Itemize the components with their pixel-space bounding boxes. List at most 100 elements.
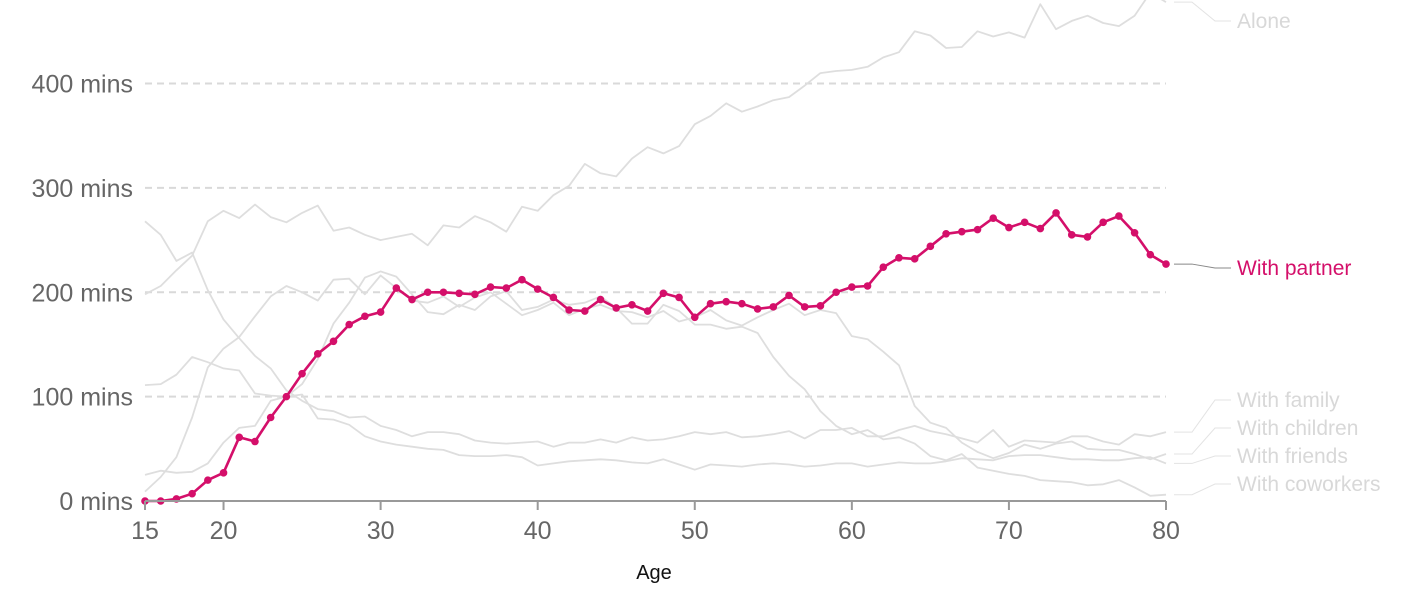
x-tick-label: 70: [995, 517, 1023, 545]
data-point-with-partner: [800, 303, 809, 311]
data-point-with-partner: [895, 254, 903, 262]
data-point-with-partner: [738, 299, 746, 308]
data-point-with-partner: [471, 290, 479, 299]
data-point-with-partner: [926, 242, 935, 251]
series-line-alone: [144, 0, 1167, 296]
series-line-with-family: [144, 220, 1167, 448]
series-line-with-friends: [144, 356, 1167, 471]
series-label-alone: Alone: [1237, 10, 1291, 33]
x-tick-label: 60: [838, 517, 866, 545]
x-tick-label: 15: [131, 517, 159, 545]
label-connector-with-coworkers: [1174, 483, 1231, 496]
data-point-with-partner: [298, 369, 306, 378]
background-series: [144, 0, 1167, 497]
data-point-with-partner: [1115, 212, 1123, 220]
series-label-with-children: With children: [1237, 417, 1358, 440]
y-tick-label: 100 mins: [32, 384, 133, 412]
series-label-with-partner: With partner: [1237, 257, 1351, 280]
series-label-with-family: With family: [1237, 389, 1340, 412]
data-point-with-partner: [753, 305, 762, 313]
data-point-with-partner: [816, 302, 825, 310]
data-point-with-partner: [1146, 250, 1155, 259]
series-line-with-partner: [145, 211, 1167, 503]
data-point-with-partner: [1005, 223, 1013, 232]
data-point-with-partner: [596, 295, 605, 304]
x-tick-label: 80: [1152, 517, 1180, 545]
x-tick-label: 30: [367, 517, 395, 545]
label-connector-with-family: [1174, 399, 1231, 433]
series-line-with-children: [144, 274, 1167, 493]
x-tick-label: 40: [524, 517, 552, 545]
data-point-with-partner: [266, 413, 275, 422]
x-axis-title: Age: [636, 562, 672, 584]
data-point-with-partner: [1036, 224, 1045, 233]
data-point-with-partner: [706, 299, 715, 308]
label-connector-with-friends: [1174, 455, 1231, 464]
data-point-with-partner: [188, 489, 196, 498]
data-point-with-partner: [235, 433, 244, 442]
data-point-with-partner: [392, 284, 401, 292]
highlighted-series: [141, 209, 1170, 505]
data-point-with-partner: [1020, 218, 1029, 227]
data-point-with-partner: [643, 307, 652, 315]
y-tick-label: 0 mins: [59, 488, 133, 516]
data-point-with-partner: [973, 225, 982, 234]
data-point-with-partner: [408, 295, 416, 304]
data-point-with-partner: [958, 227, 966, 236]
series-line-with-coworkers: [144, 270, 1167, 497]
data-point-with-partner: [879, 263, 888, 272]
data-point-with-partner: [722, 297, 730, 306]
series-labels: Alone With partner With family With childre…: [1174, 1, 1381, 496]
data-point-with-partner: [910, 255, 919, 263]
y-tick-label: 400 mins: [32, 71, 133, 99]
label-connector-with-children: [1174, 427, 1231, 455]
x-tick-label: 50: [681, 517, 709, 545]
y-tick-label: 300 mins: [32, 175, 133, 203]
data-point-with-partner: [581, 307, 589, 315]
x-axis: 15 20 30 40 50 60 70 80: [131, 500, 1180, 545]
data-point-with-partner: [1130, 228, 1139, 237]
data-point-with-partner: [1083, 233, 1092, 241]
data-point-with-partner: [329, 337, 338, 346]
data-point-with-partner: [832, 288, 840, 297]
data-point-with-partner: [1067, 231, 1076, 239]
data-point-with-partner: [612, 304, 621, 312]
data-point-with-partner: [439, 288, 448, 297]
series-label-with-friends: With friends: [1237, 445, 1348, 468]
data-point-with-partner: [313, 350, 322, 358]
data-point-with-partner: [502, 284, 511, 292]
data-point-with-partner: [361, 312, 369, 321]
data-point-with-partner: [376, 308, 385, 316]
data-point-with-partner: [690, 313, 699, 322]
data-point-with-partner: [251, 437, 259, 446]
data-point-with-partner: [533, 285, 542, 293]
data-point-with-partner: [989, 214, 998, 222]
data-point-with-partner: [565, 306, 573, 314]
data-point-with-partner: [549, 293, 558, 302]
data-point-with-partner: [282, 392, 291, 401]
data-point-with-partner: [1162, 260, 1170, 268]
data-point-with-partner: [675, 293, 683, 302]
data-point-with-partner: [628, 300, 636, 309]
data-point-with-partner: [345, 320, 354, 329]
data-point-with-partner: [518, 275, 526, 284]
x-tick-label: 20: [210, 517, 238, 545]
data-point-with-partner: [848, 283, 856, 291]
gridlines: [145, 82, 1166, 398]
data-point-with-partner: [785, 291, 793, 300]
data-point-with-partner: [204, 476, 212, 484]
series-label-with-coworkers: With coworkers: [1237, 473, 1381, 496]
y-axis-labels: 0 mins 100 mins 200 mins 300 mins 400 mins: [32, 71, 133, 517]
data-point-with-partner: [423, 288, 432, 297]
data-point-with-partner: [659, 289, 668, 298]
data-point-with-partner: [863, 282, 872, 290]
data-point-with-partner: [219, 469, 228, 477]
y-tick-label: 200 mins: [32, 279, 133, 307]
data-point-with-partner: [455, 289, 463, 298]
data-point-with-partner: [1099, 218, 1107, 227]
data-point-with-partner: [486, 283, 495, 291]
label-connector-alone: [1174, 1, 1231, 22]
data-point-with-partner: [769, 303, 778, 311]
data-point-with-partner: [942, 230, 950, 238]
